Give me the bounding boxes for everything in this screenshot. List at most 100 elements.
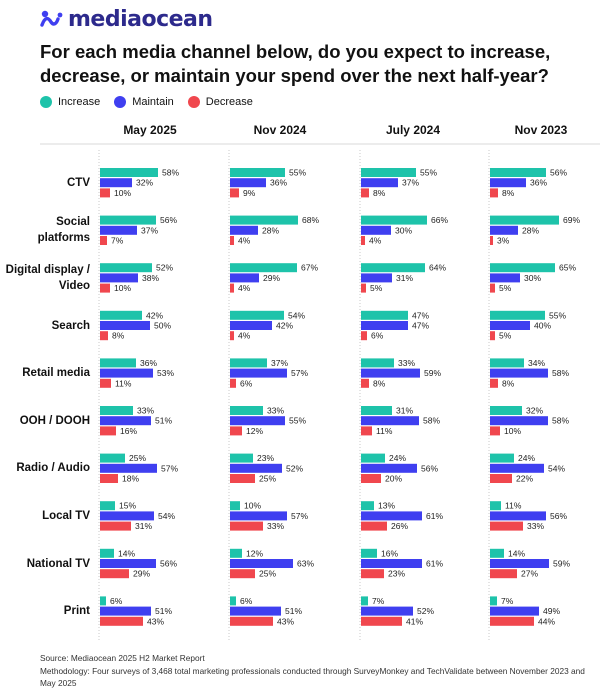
data-label-may-2025-national-tv-decrease: 29% [133,569,150,579]
bar-july-2024-search-decrease [361,331,367,341]
data-label-may-2025-ctv-decrease: 10% [114,188,131,198]
bar-nov-2024-national-tv-decrease [230,569,255,579]
data-label-may-2025-local-tv-increase: 15% [119,501,136,511]
bar-nov-2023-radio-audio-decrease [490,474,512,483]
legend-swatch-increase [40,96,52,108]
data-label-july-2024-radio-audio-maintain: 56% [421,463,438,473]
bar-nov-2024-print-decrease [230,616,273,626]
data-label-nov-2023-print-increase: 7% [501,596,514,606]
bar-july-2024-radio-audio-decrease [361,474,381,483]
bar-july-2024-national-tv-increase [361,548,377,558]
bar-nov-2023-radio-audio-maintain [490,463,544,473]
bar-july-2024-national-tv-decrease [361,569,384,579]
bar-july-2024-ooh-dooh-maintain [361,416,419,426]
data-label-nov-2024-ctv-maintain: 36% [270,178,287,188]
bar-nov-2023-search-increase [490,310,545,320]
category-label-line: Search [51,319,90,332]
data-label-july-2024-ooh-dooh-maintain: 58% [423,416,440,426]
data-label-nov-2023-digital-display-video-decrease: 5% [499,283,512,293]
data-label-nov-2024-social-platforms-decrease: 4% [238,236,251,246]
bar-may-2025-social-platforms-maintain [100,225,137,235]
data-label-july-2024-local-tv-increase: 13% [378,501,395,511]
data-label-may-2025-ctv-maintain: 32% [136,178,153,188]
data-label-may-2025-digital-display-video-maintain: 38% [142,273,159,283]
data-label-nov-2024-ctv-decrease: 9% [243,188,256,198]
bar-july-2024-radio-audio-increase [361,453,385,463]
data-label-july-2024-search-maintain: 47% [412,321,429,331]
bar-nov-2024-ooh-dooh-maintain [230,416,285,426]
data-label-nov-2023-radio-audio-increase: 24% [518,453,535,463]
data-label-nov-2024-digital-display-video-decrease: 4% [238,283,251,293]
bar-nov-2023-local-tv-increase [490,501,501,511]
data-label-may-2025-retail-media-maintain: 53% [157,368,174,378]
data-label-nov-2024-local-tv-increase: 10% [244,501,261,511]
bar-july-2024-retail-media-maintain [361,368,420,378]
bar-july-2024-social-platforms-decrease [361,236,365,245]
bar-nov-2024-local-tv-increase [230,501,240,511]
data-label-may-2025-ctv-increase: 58% [162,168,179,178]
data-label-may-2025-social-platforms-increase: 56% [160,215,177,225]
bar-july-2024-print-maintain [361,606,413,616]
category-label-line: Social [56,216,90,229]
data-label-nov-2023-retail-media-increase: 34% [528,358,545,368]
data-label-nov-2024-national-tv-decrease: 25% [259,569,276,579]
bar-nov-2024-local-tv-maintain [230,511,287,521]
data-label-july-2024-radio-audio-decrease: 20% [385,474,402,484]
category-label-line: Retail media [22,367,90,380]
bar-nov-2024-ctv-increase [230,168,285,177]
data-label-july-2024-ctv-decrease: 8% [373,188,386,198]
bar-nov-2024-ctv-maintain [230,178,266,188]
bar-may-2025-local-tv-increase [100,501,115,511]
bar-may-2025-search-decrease [100,331,108,341]
data-label-nov-2023-ctv-maintain: 36% [530,178,547,188]
bar-may-2025-radio-audio-decrease [100,474,118,483]
category-label-print: Print [0,603,90,619]
legend-item-maintain: Maintain [114,96,174,108]
bar-nov-2023-national-tv-maintain [490,559,549,568]
data-label-july-2024-local-tv-maintain: 61% [426,511,443,521]
bar-nov-2024-national-tv-maintain [230,559,293,568]
data-label-nov-2023-ooh-dooh-increase: 32% [526,406,543,416]
bar-may-2025-digital-display-video-increase [100,263,152,273]
data-label-may-2025-ooh-dooh-maintain: 51% [155,416,172,426]
data-label-nov-2024-retail-media-increase: 37% [271,358,288,368]
data-label-may-2025-print-increase: 6% [110,596,123,606]
chart-title: For each media channel below, do you exp… [40,41,551,86]
bar-nov-2024-radio-audio-maintain [230,463,282,473]
data-label-nov-2024-radio-audio-increase: 23% [257,453,274,463]
panel-header-nov-2023: Nov 2023 [514,123,568,137]
data-label-july-2024-search-decrease: 6% [371,331,384,341]
data-label-nov-2023-social-platforms-decrease: 3% [497,236,510,246]
bar-july-2024-digital-display-video-increase [361,263,425,273]
bar-may-2025-print-increase [100,596,106,606]
category-label-line: platforms [37,232,90,245]
legend-swatch-maintain [114,96,127,108]
data-label-may-2025-social-platforms-decrease: 7% [111,236,124,246]
data-label-july-2024-digital-display-video-increase: 64% [429,263,446,273]
bar-may-2025-ctv-maintain [100,178,132,188]
data-label-may-2025-digital-display-video-increase: 52% [156,263,173,273]
bar-may-2025-ctv-increase [100,168,158,177]
bar-nov-2023-print-increase [490,596,497,606]
data-label-july-2024-digital-display-video-maintain: 31% [396,273,413,283]
data-label-nov-2023-ooh-dooh-decrease: 10% [504,426,521,436]
bar-july-2024-local-tv-decrease [361,521,387,531]
data-label-july-2024-national-tv-decrease: 23% [388,569,405,579]
bar-july-2024-search-maintain [361,321,408,330]
bar-nov-2023-ooh-dooh-increase [490,406,522,415]
bar-may-2025-national-tv-decrease [100,569,129,579]
category-label-line: CTV [67,176,90,189]
bar-nov-2024-digital-display-video-increase [230,263,297,273]
category-label-line: Local TV [42,509,90,522]
data-label-may-2025-search-maintain: 50% [154,321,171,331]
brand-logo: mediaocean [40,6,213,32]
bar-july-2024-ctv-increase [361,168,416,177]
legend: Increase Maintain Decrease [40,96,267,108]
data-label-july-2024-digital-display-video-decrease: 5% [370,283,383,293]
bar-nov-2023-retail-media-decrease [490,378,498,388]
category-label-ooh-dooh: OOH / DOOH [0,413,90,429]
data-label-nov-2024-search-increase: 54% [288,310,305,320]
data-label-nov-2023-retail-media-decrease: 8% [502,378,515,388]
bar-nov-2024-print-maintain [230,606,281,616]
data-label-july-2024-retail-media-decrease: 8% [373,378,386,388]
